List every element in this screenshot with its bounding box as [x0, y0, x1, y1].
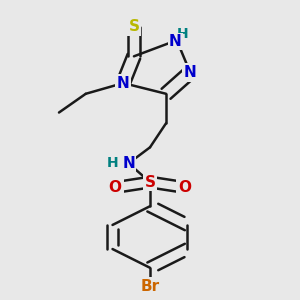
Text: N: N	[117, 76, 130, 91]
Text: Br: Br	[140, 279, 160, 294]
Text: S: S	[145, 175, 155, 190]
Text: O: O	[109, 180, 122, 195]
Text: H: H	[107, 156, 118, 170]
Text: S: S	[128, 20, 140, 34]
Text: N: N	[184, 65, 197, 80]
Text: H: H	[176, 27, 188, 40]
Text: N: N	[122, 156, 135, 171]
Text: N: N	[169, 34, 182, 49]
Text: O: O	[178, 180, 191, 195]
